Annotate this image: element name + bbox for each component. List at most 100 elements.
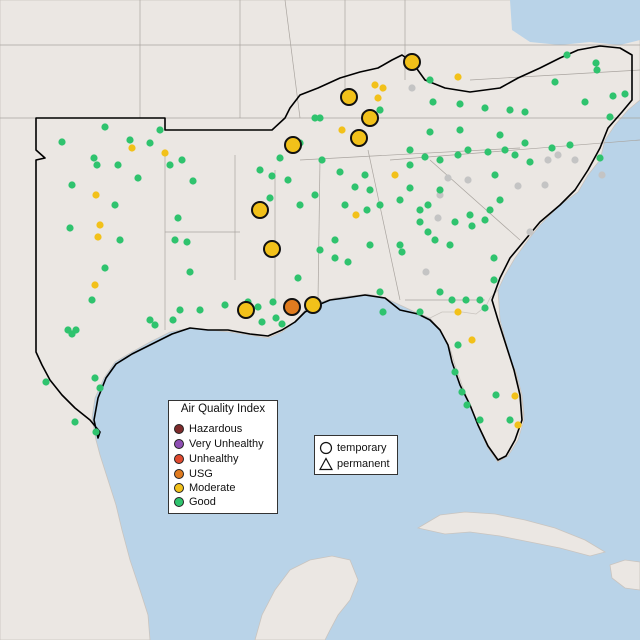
temporary-monitor-marker[interactable] — [361, 109, 379, 127]
monitor-site-dot — [621, 90, 629, 98]
temporary-monitor-marker[interactable] — [251, 201, 269, 219]
monitor-site-dot — [374, 94, 382, 102]
monitor-site-dot — [331, 236, 339, 244]
monitor-site-dot — [466, 211, 474, 219]
monitor-site-dot — [416, 206, 424, 214]
temporary-monitor-marker[interactable] — [263, 240, 281, 258]
monitor-site-dot — [491, 171, 499, 179]
monitor-site-dot — [316, 114, 324, 122]
monitor-site-dot — [376, 288, 384, 296]
monitor-site-dot — [416, 218, 424, 226]
monitor-site-dot — [379, 84, 387, 92]
monitor-site-dot — [609, 92, 617, 100]
aqi-legend: Air Quality Index Hazardous Very Unhealt… — [168, 400, 278, 514]
temporary-monitor-marker[interactable] — [350, 129, 368, 147]
monitor-site-dot — [146, 316, 154, 324]
monitor-site-dot — [596, 154, 604, 162]
monitor-site-dot — [544, 156, 552, 164]
monitor-site-dot — [166, 161, 174, 169]
monitor-site-dot — [96, 221, 104, 229]
monitor-site-dot — [90, 154, 98, 162]
monitor-site-dot — [434, 214, 442, 222]
monitor-site-dot — [161, 149, 169, 157]
monitor-site-dot — [476, 296, 484, 304]
monitor-site-dot — [481, 304, 489, 312]
legend-label: Unhealthy — [189, 453, 239, 465]
monitor-site-dot — [593, 66, 601, 74]
monitor-site-dot — [606, 113, 614, 121]
monitor-site-dot — [448, 296, 456, 304]
monitor-site-dot — [571, 156, 579, 164]
monitor-site-dot — [371, 81, 379, 89]
monitor-site-dot — [492, 391, 500, 399]
monitor-site-dot — [276, 154, 284, 162]
monitor-site-dot — [468, 222, 476, 230]
monitor-site-dot — [514, 182, 522, 190]
monitor-site-dot — [464, 176, 472, 184]
monitor-site-dot — [311, 114, 319, 122]
monitor-site-dot — [476, 416, 484, 424]
temporary-monitor-marker[interactable] — [237, 301, 255, 319]
temporary-monitor-marker[interactable] — [340, 88, 358, 106]
monitor-site-dot — [151, 321, 159, 329]
monitor-site-dot — [361, 171, 369, 179]
temporary-monitor-marker[interactable] — [403, 53, 421, 71]
temporary-monitor-marker[interactable] — [304, 296, 322, 314]
monitor-site-dot — [72, 326, 80, 334]
monitor-site-dot — [481, 104, 489, 112]
monitor-site-dot — [254, 303, 262, 311]
monitor-site-dot — [174, 214, 182, 222]
monitor-site-dot — [444, 174, 452, 182]
monitor-site-dot — [269, 298, 277, 306]
monitor-site-dot — [128, 144, 136, 152]
triangle-icon — [319, 457, 333, 471]
monitor-site-dot — [366, 186, 374, 194]
monitor-site-dot — [454, 73, 462, 81]
monitor-site-dot — [521, 139, 529, 147]
legend-label: Very Unhealthy — [189, 438, 264, 450]
temporary-monitor-marker[interactable] — [284, 136, 302, 154]
monitor-site-dot — [451, 368, 459, 376]
temporary-monitor-markers — [237, 53, 421, 319]
great-lakes — [510, 0, 640, 45]
monitor-site-dot — [592, 59, 600, 67]
monitor-site-dot — [352, 211, 360, 219]
monitor-site-dot — [566, 141, 574, 149]
monitor-site-dot — [268, 172, 276, 180]
monitor-site-dot — [436, 288, 444, 296]
temporary-monitor-marker[interactable] — [283, 298, 301, 316]
legend-label: Good — [189, 496, 216, 508]
temporary-label: temporary — [337, 442, 387, 454]
monitor-site-dot — [396, 241, 404, 249]
monitor-site-dot — [376, 201, 384, 209]
monitor-site-dot — [272, 314, 280, 322]
monitor-site-dot — [101, 264, 109, 272]
monitor-site-dot — [134, 174, 142, 182]
monitor-site-dot — [454, 151, 462, 159]
monitor-site-dot — [146, 139, 154, 147]
legend-item-moderate: Moderate — [174, 481, 235, 495]
unhealthy-swatch — [174, 454, 184, 464]
monitor-site-dot — [421, 153, 429, 161]
monitor-site-dot — [563, 51, 571, 59]
monitor-site-dot — [426, 76, 434, 84]
monitor-site-dot — [506, 106, 514, 114]
monitor-site-dot — [526, 158, 534, 166]
monitor-site-dot — [396, 196, 404, 204]
monitor-site-dot — [376, 106, 384, 114]
monitor-site-dot — [424, 228, 432, 236]
monitor-site-dot — [88, 296, 96, 304]
monitor-site-dot — [68, 181, 76, 189]
monitor-site-dot — [436, 191, 444, 199]
monitor-site-dot — [114, 161, 122, 169]
monitor-site-dot — [598, 171, 606, 179]
monitor-site-dot — [101, 123, 109, 131]
monitor-site-dot — [506, 416, 514, 424]
monitor-site-dot — [338, 126, 346, 134]
monitor-site-dot — [156, 126, 164, 134]
monitor-site-dot — [96, 384, 104, 392]
monitor-site-dot — [398, 248, 406, 256]
monitor-site-dot — [336, 168, 344, 176]
